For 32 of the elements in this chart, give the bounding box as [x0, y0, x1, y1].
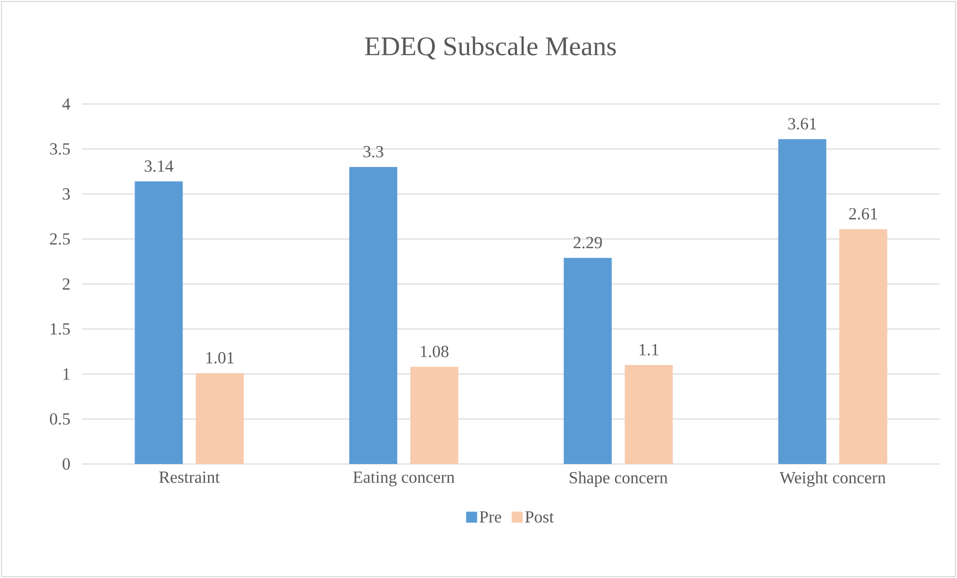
data-label: 2.29	[574, 236, 602, 248]
data-label: 3.61	[788, 118, 816, 130]
y-tick-label: 2.5	[50, 233, 70, 245]
data-label: 1.01	[206, 352, 234, 364]
bar	[134, 181, 183, 464]
bar	[778, 139, 826, 464]
bar	[839, 229, 888, 464]
bar	[624, 364, 673, 464]
bar	[410, 366, 458, 464]
legend-label: Pre	[480, 511, 502, 523]
y-tick-label: 2	[62, 278, 70, 290]
bar	[564, 258, 612, 464]
bar	[196, 373, 244, 464]
data-label: 1.1	[640, 344, 658, 356]
y-tick-label: 0	[62, 458, 70, 470]
x-tick-label: Restraint	[159, 472, 220, 483]
data-label: 2.61	[849, 208, 878, 220]
legend-label: Post	[525, 511, 554, 523]
data-label: 3.14	[144, 160, 174, 172]
y-tick-label: 1.5	[50, 323, 70, 335]
y-tick-label: 4	[62, 98, 70, 110]
chart-title: EDEQ Subscale Means	[365, 36, 616, 60]
y-tick-label: 0.5	[50, 413, 70, 425]
data-label: 1.08	[420, 346, 448, 358]
y-tick-label: 1	[64, 368, 70, 380]
y-tick-label: 3	[62, 188, 70, 200]
x-tick-label: Shape concern	[570, 472, 668, 487]
x-tick-label: Eating concern	[353, 472, 455, 486]
y-tick-label: 3.5	[50, 143, 70, 155]
x-tick-label: Weight concern	[780, 472, 886, 487]
bar	[349, 166, 398, 464]
data-label: 3.3	[363, 146, 384, 158]
